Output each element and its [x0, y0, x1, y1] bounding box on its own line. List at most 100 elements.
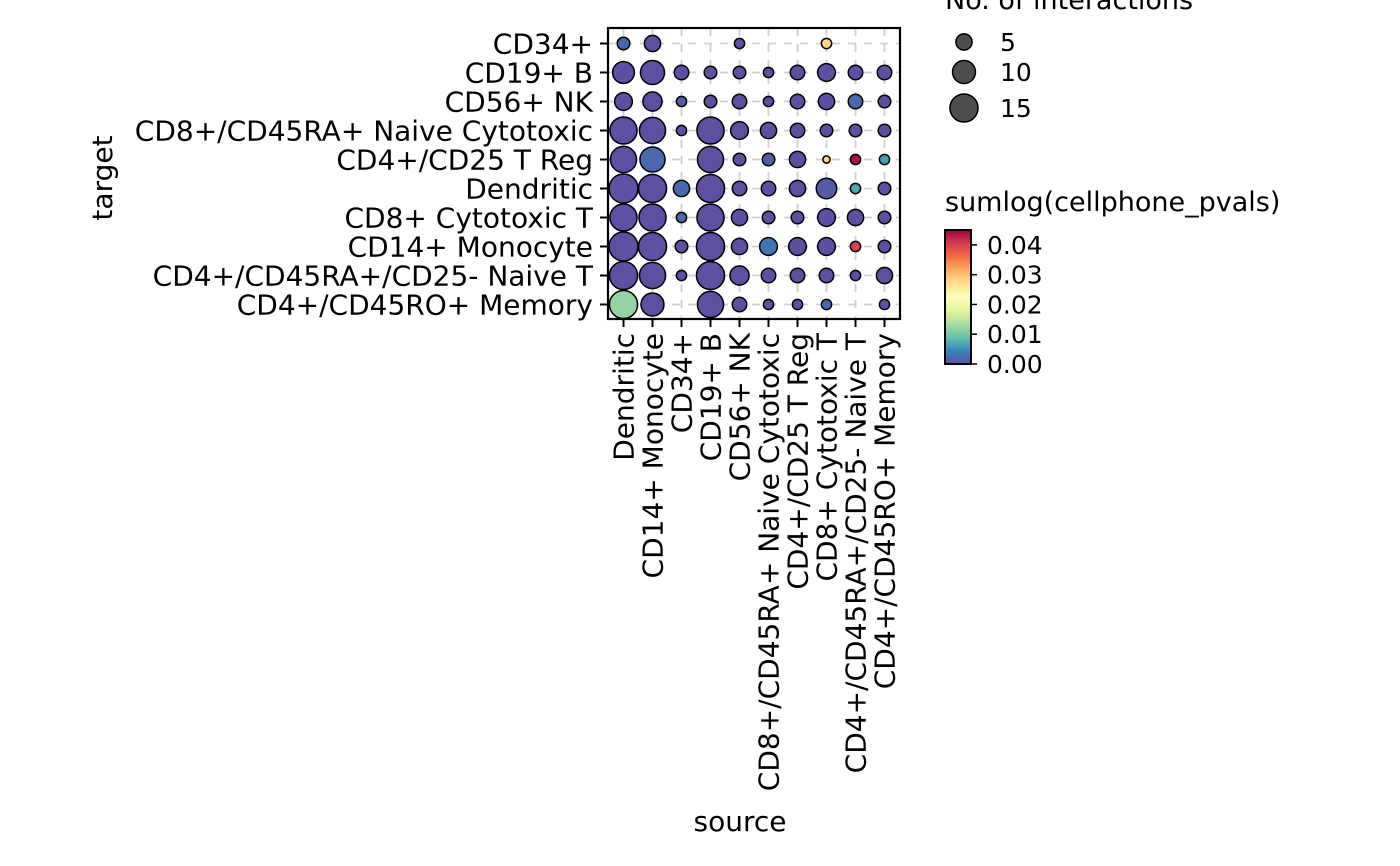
x-axis-title: source: [694, 805, 787, 838]
dot-dendritic-to-cd8-cd45ra-naive-cytotoxic: [609, 116, 638, 145]
dot-cd8-cytotoxic-t-to-dendritic: [815, 177, 838, 200]
dot-cd56-nk-to-cd56-nk: [731, 93, 748, 110]
dot-cd14-monocyte-to-cd4-cd45ra-cd25-naive-t: [638, 261, 667, 290]
dot-cd4-cd25-t-reg-to-cd14-monocyte: [787, 236, 808, 257]
dot-cd4-cd25-t-reg-to-cd4-cd25-t-reg: [788, 150, 807, 169]
x-tick-label-cd8-cd45ra-naive-cytotoxic: CD8+/CD45RA+ Naive Cytotoxic: [753, 333, 786, 791]
dot-cd8-cd45ra-naive-cytotoxic-to-cd4-cd25-t-reg: [761, 152, 776, 167]
dot-cd8-cytotoxic-t-to-cd34: [820, 37, 833, 50]
y-tick-label-cd14-monocyte: CD14+ Monocyte: [348, 231, 593, 264]
x-tick-label-cd14-monocyte: CD14+ Monocyte: [637, 333, 670, 578]
dot-cd8-cd45ra-naive-cytotoxic-to-cd4-cd45ra-cd25-naive-t: [760, 267, 777, 284]
y-tick-label-cd4-cd25-t-reg: CD4+/CD25 T Reg: [336, 144, 593, 177]
dot-cd19-b-to-cd8-cd45ra-naive-cytotoxic: [696, 116, 725, 145]
size-legend-label-15: 15: [1000, 94, 1032, 123]
dot-cd4-cd45ro-memory-to-cd4-cd25-t-reg: [878, 153, 891, 166]
x-tick-label-cd8-cytotoxic-t: CD8+ Cytotoxic T: [811, 332, 844, 581]
dot-cd4-cd25-t-reg-to-cd19-b: [789, 64, 806, 81]
dot-cd4-cd25-t-reg-to-cd56-nk: [789, 93, 806, 110]
y-tick-label-dendritic: Dendritic: [465, 173, 593, 206]
dot-dendritic-to-dendritic: [608, 173, 639, 204]
y-tick-label-cd4-cd45ro-memory: CD4+/CD45RO+ Memory: [237, 289, 593, 322]
x-tick-label-cd34: CD34+: [666, 333, 699, 433]
dot-cd56-nk-to-cd14-monocyte: [730, 237, 749, 256]
size-legend-key-5: [955, 33, 973, 51]
dot-cd8-cd45ra-naive-cytotoxic-to-dendritic: [760, 180, 777, 197]
colorbar-label-4: 0.04: [987, 231, 1043, 260]
dot-cd4-cd45ro-memory-to-cd4-cd45ra-cd25-naive-t: [875, 266, 894, 285]
dot-cd4-cd45ra-cd25-naive-t-to-dendritic: [849, 182, 862, 195]
dot-cd4-cd45ra-cd25-naive-t-to-cd8-cd45ra-naive-cytotoxic: [848, 123, 863, 138]
size-legend-title: No. of interactions: [945, 0, 1193, 16]
dot-cd4-cd45ro-memory-to-cd19-b: [876, 64, 893, 81]
dot-cd19-b-to-cd4-cd25-t-reg: [696, 145, 725, 174]
color-legend: sumlog(cellphone_pvals) 0.000.010.020.03…: [944, 187, 1280, 379]
dot-cd19-b-to-dendritic: [695, 173, 726, 204]
y-tick-label-cd4-cd45ra-cd25-naive-t: CD4+/CD45RA+/CD25- Naive T: [153, 260, 594, 293]
dot-cd56-nk-to-cd4-cd45ro-memory: [731, 296, 748, 313]
dot-cd34-to-cd8-cd45ra-naive-cytotoxic: [675, 124, 688, 137]
plot-panel-border: [606, 26, 902, 321]
dot-cd19-b-to-cd14-monocyte: [695, 231, 726, 262]
y-tick-label-cd8-cd45ra-naive-cytotoxic: CD8+/CD45RA+ Naive Cytotoxic: [135, 115, 593, 148]
dot-cd4-cd25-t-reg-to-dendritic: [788, 179, 807, 198]
y-tick-label-cd19-b: CD19+ B: [465, 57, 593, 90]
dot-cd14-monocyte-to-cd4-cd25-t-reg: [639, 146, 666, 173]
dot-cd56-nk-to-dendritic: [731, 180, 748, 197]
dot-cd4-cd45ra-cd25-naive-t-to-cd4-cd25-t-reg: [849, 153, 862, 166]
dot-cd14-monocyte-to-cd34: [643, 34, 662, 53]
dot-dendritic-to-cd4-cd45ro-memory: [608, 289, 639, 320]
dot-cd8-cytotoxic-t-to-cd19-b: [816, 62, 837, 83]
dot-cd14-monocyte-to-cd4-cd45ro-memory: [640, 292, 665, 317]
dot-cd14-monocyte-to-cd56-nk: [642, 91, 663, 112]
dot-cd8-cd45ra-naive-cytotoxic-to-cd56-nk: [762, 95, 775, 108]
dot-cd4-cd45ro-memory-to-cd8-cytotoxic-t: [877, 210, 892, 225]
dot-cd4-cd45ro-memory-to-cd4-cd45ro-memory: [878, 298, 891, 311]
size-legend: No. of interactions 510 15: [945, 0, 1193, 123]
dot-dendritic-to-cd4-cd45ra-cd25-naive-t: [608, 260, 639, 291]
dot-cd8-cd45ra-naive-cytotoxic-to-cd4-cd45ro-memory: [762, 298, 775, 311]
dot-cd19-b-to-cd4-cd45ra-cd25-naive-t: [695, 260, 726, 291]
dot-cd8-cd45ra-naive-cytotoxic-to-cd8-cytotoxic-t: [761, 210, 776, 225]
x-tick-label-dendritic: Dendritic: [608, 333, 641, 461]
dot-cd34-to-dendritic: [672, 179, 691, 198]
dot-cd8-cd45ra-naive-cytotoxic-to-cd14-monocyte: [758, 236, 779, 257]
dot-cd4-cd45ra-cd25-naive-t-to-cd56-nk: [847, 93, 864, 110]
colorbar-label-0: 0.00: [987, 350, 1043, 379]
dot-cd14-monocyte-to-cd8-cd45ra-naive-cytotoxic: [638, 116, 667, 145]
colorbar: [944, 229, 972, 365]
dot-cd56-nk-to-cd34: [733, 37, 746, 50]
x-tick-label-cd4-cd45ra-cd25-naive-t: CD4+/CD45RA+/CD25- Naive T: [840, 332, 873, 773]
size-legend-label-5: 5: [1000, 28, 1016, 57]
dot-cd8-cd45ra-naive-cytotoxic-to-cd19-b: [762, 66, 775, 79]
dot-cd19-b-to-cd4-cd45ro-memory: [696, 290, 725, 319]
size-legend-label-10: 10: [1000, 58, 1032, 87]
dot-cd34-to-cd8-cytotoxic-t: [675, 211, 688, 224]
dot-dendritic-to-cd56-nk: [613, 91, 634, 112]
dot-cd4-cd45ra-cd25-naive-t-to-cd8-cytotoxic-t: [846, 208, 865, 227]
dot-dendritic-to-cd19-b: [611, 60, 636, 85]
dot-cd56-nk-to-cd8-cd45ra-naive-cytotoxic: [729, 120, 750, 141]
x-tick-label-cd4-cd25-t-reg: CD4+/CD25 T Reg: [782, 333, 815, 590]
dot-cd4-cd45ro-memory-to-dendritic: [877, 181, 892, 196]
y-tick-label-cd34: CD34+: [493, 28, 593, 61]
dot-cd4-cd25-t-reg-to-cd8-cd45ra-naive-cytotoxic: [789, 122, 806, 139]
x-tick-label-cd56-nk: CD56+ NK: [724, 332, 757, 481]
dot-cd34-to-cd19-b: [673, 64, 690, 81]
dot-cd14-monocyte-to-cd8-cytotoxic-t: [638, 203, 667, 232]
y-tick-label-cd8-cytotoxic-t: CD8+ Cytotoxic T: [344, 202, 593, 235]
dot-cd4-cd45ro-memory-to-cd56-nk: [877, 94, 892, 109]
size-legend-key-15: [949, 93, 979, 123]
dot-cd19-b-to-cd19-b: [703, 65, 718, 80]
y-axis-title: target: [86, 135, 119, 220]
dot-cd8-cytotoxic-t-to-cd4-cd45ra-cd25-naive-t: [818, 267, 835, 284]
dot-cd56-nk-to-cd19-b: [732, 65, 747, 80]
dot-cd4-cd25-t-reg-to-cd4-cd45ra-cd25-naive-t: [789, 267, 806, 284]
dot-dendritic-to-cd34: [616, 36, 631, 51]
dot-cd8-cytotoxic-t-to-cd4-cd45ro-memory: [820, 298, 833, 311]
dot-dendritic-to-cd14-monocyte: [608, 231, 639, 262]
dot-cd56-nk-to-cd8-cytotoxic-t: [730, 208, 749, 227]
dot-dendritic-to-cd8-cytotoxic-t: [609, 203, 638, 232]
